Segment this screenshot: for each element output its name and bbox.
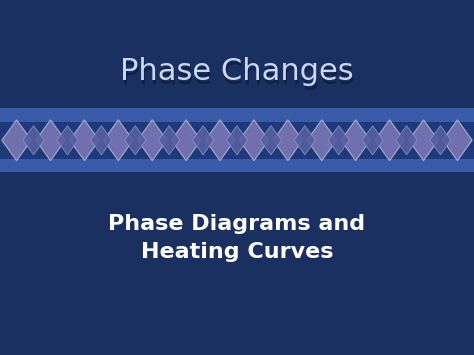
Polygon shape <box>443 120 472 160</box>
Polygon shape <box>2 120 31 160</box>
Polygon shape <box>158 126 180 155</box>
Bar <box>0 159 474 168</box>
Polygon shape <box>239 120 269 160</box>
Polygon shape <box>307 120 337 160</box>
Polygon shape <box>205 120 235 160</box>
Polygon shape <box>70 120 99 160</box>
Text: Phase Changes: Phase Changes <box>120 56 354 86</box>
Polygon shape <box>430 126 451 155</box>
Text: Phase Changes: Phase Changes <box>121 61 355 90</box>
Polygon shape <box>57 126 78 155</box>
Polygon shape <box>341 120 370 160</box>
Polygon shape <box>294 126 316 155</box>
Polygon shape <box>226 126 247 155</box>
Polygon shape <box>375 120 404 160</box>
Polygon shape <box>273 120 302 160</box>
Polygon shape <box>409 120 438 160</box>
Bar <box>0 113 474 121</box>
Bar <box>0 109 474 113</box>
Polygon shape <box>91 126 112 155</box>
Polygon shape <box>36 120 65 160</box>
Polygon shape <box>328 126 349 155</box>
Polygon shape <box>125 126 146 155</box>
Polygon shape <box>260 126 282 155</box>
Polygon shape <box>192 126 214 155</box>
Polygon shape <box>362 126 383 155</box>
Polygon shape <box>23 126 44 155</box>
Text: Phase Diagrams and
Heating Curves: Phase Diagrams and Heating Curves <box>109 214 365 262</box>
Polygon shape <box>104 120 133 160</box>
Polygon shape <box>137 120 167 160</box>
Polygon shape <box>172 120 201 160</box>
Bar <box>0 168 474 172</box>
Polygon shape <box>396 126 417 155</box>
Bar <box>0 113 474 168</box>
